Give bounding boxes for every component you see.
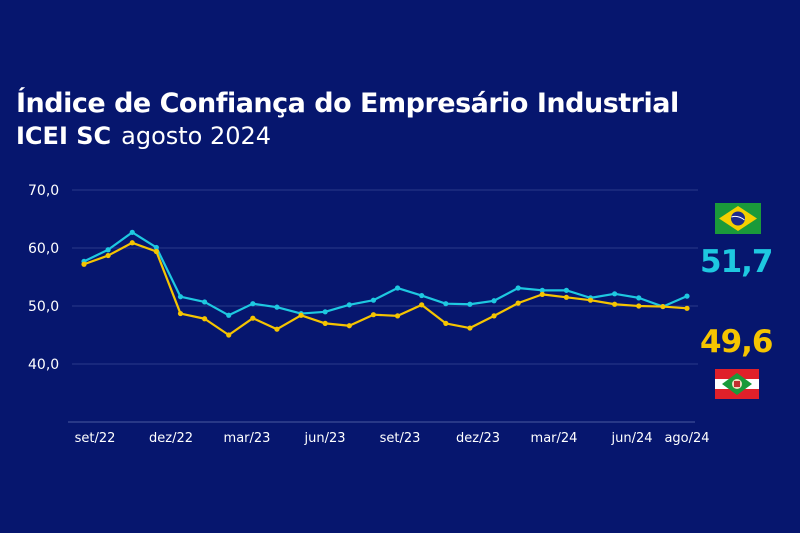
brasil-data-point: [250, 301, 256, 307]
brasil-data-point: [443, 301, 449, 307]
x-tick-label: ago/24: [664, 431, 709, 446]
x-tick-label: dez/22: [149, 431, 193, 446]
brasil-data-point: [515, 285, 521, 291]
sc-value: 49,6: [700, 324, 773, 360]
x-tick-label: mar/23: [224, 431, 271, 446]
brasil-data-point: [274, 304, 280, 310]
brasil-data-point: [370, 297, 377, 303]
brasil-series-line: [83, 231, 688, 317]
sc-data-point: [419, 302, 425, 308]
brasil-data-point: [346, 302, 352, 308]
brasil-data-point: [563, 287, 570, 293]
sc-data-point: [563, 294, 570, 300]
x-tick-label: set/23: [380, 431, 421, 446]
brasil-data-point: [226, 312, 232, 318]
brasil-data-point: [491, 298, 497, 304]
sc-data-point: [684, 305, 690, 311]
sc-data-point: [274, 326, 280, 332]
page-title: Índice de Confiança do Empresário Indust…: [16, 88, 679, 119]
brasil-data-point: [684, 293, 690, 299]
brasil-data-point: [129, 229, 135, 235]
x-tick-label: set/22: [75, 431, 116, 446]
y-tick-label: 70,0: [28, 183, 59, 199]
brazil-flag-icon: [715, 203, 761, 234]
brasil-data-point: [467, 301, 473, 307]
sc-data-point: [129, 240, 135, 246]
y-tick-label: 50,0: [28, 299, 59, 315]
brasil-data-point: [202, 299, 208, 305]
brasil-data-point: [177, 294, 184, 300]
sc-data-point: [660, 303, 666, 310]
sc-data-point: [177, 310, 184, 317]
sc-data-point: [587, 297, 594, 303]
sc-data-point: [443, 320, 449, 326]
sc-data-point: [515, 300, 521, 306]
brasil-data-point: [636, 295, 642, 301]
sc-data-point: [226, 332, 232, 338]
page-subtitle: ICEI SC agosto 2024: [16, 122, 271, 150]
sc-data-point: [81, 261, 87, 267]
x-tick-label: mar/24: [531, 431, 578, 446]
sc-data-point: [394, 313, 401, 319]
y-tick-label: 60,0: [28, 241, 59, 257]
brasil-data-point: [394, 285, 401, 291]
brasil-data-point: [322, 309, 328, 315]
sc-data-point: [346, 323, 352, 329]
santa-catarina-flag-icon: [715, 369, 759, 399]
brasil-data-point: [612, 291, 618, 297]
brasil-value: 51,7: [700, 244, 773, 280]
brasil-data-point: [539, 287, 545, 293]
x-tick-label: dez/23: [456, 431, 500, 446]
sc-data-point: [467, 325, 473, 331]
sc-data-point: [202, 316, 208, 322]
x-tick-label: jun/23: [303, 431, 345, 446]
brasil-data-point: [153, 244, 159, 251]
x-tick-label: jun/24: [610, 431, 652, 446]
sc-data-point: [612, 301, 618, 307]
sc-data-point: [105, 252, 111, 259]
subtitle-index: ICEI SC: [16, 122, 112, 150]
sc-data-point: [153, 248, 159, 255]
subtitle-period: agosto 2024: [121, 122, 272, 150]
sc-series-line: [83, 241, 688, 337]
brasil-data-point: [419, 292, 425, 299]
sc-data-point: [491, 313, 497, 319]
sc-data-point: [636, 303, 642, 309]
y-tick-label: 40,0: [28, 357, 59, 373]
brasil-data-point: [105, 247, 111, 253]
sc-data-point: [322, 320, 328, 326]
sc-data-point: [250, 315, 256, 321]
sc-data-point: [298, 312, 304, 318]
sc-data-point: [370, 312, 377, 318]
sc-data-point: [539, 291, 545, 297]
